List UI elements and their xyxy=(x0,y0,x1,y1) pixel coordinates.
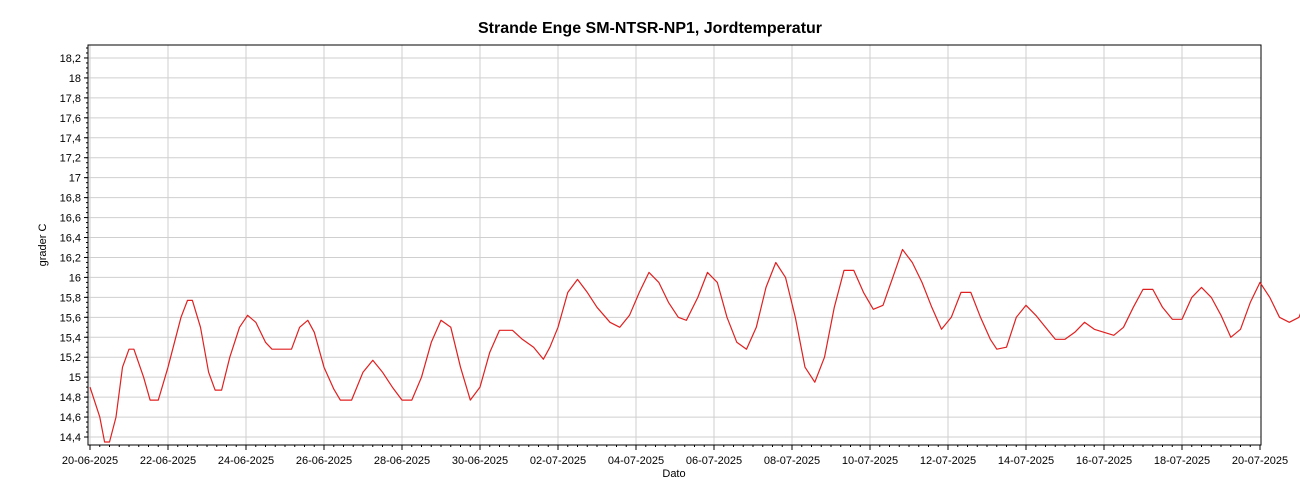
x-tick-label: 10-07-2025 xyxy=(842,455,898,467)
x-tick-label: 20-07-2025 xyxy=(1232,455,1288,467)
y-tick-label: 15,6 xyxy=(60,312,81,324)
y-tick-label: 15,8 xyxy=(60,292,81,304)
x-tick-label: 02-07-2025 xyxy=(530,455,586,467)
y-tick-label: 15,4 xyxy=(60,332,81,344)
y-tick-label: 14,6 xyxy=(60,412,81,424)
chart-title: Strande Enge SM-NTSR-NP1, Jordtemperatur xyxy=(477,20,823,37)
x-tick-label: 24-06-2025 xyxy=(218,455,274,467)
y-axis-title: grader C xyxy=(37,224,49,267)
y-tick-label: 16,4 xyxy=(60,233,81,245)
y-tick-label: 15,2 xyxy=(60,352,81,364)
y-tick-label: 16 xyxy=(69,272,81,284)
x-tick-label: 26-06-2025 xyxy=(296,455,352,467)
series-layer xyxy=(89,248,1300,443)
x-tick-label: 30-06-2025 xyxy=(452,455,508,467)
y-tick-label: 18,2 xyxy=(60,53,81,65)
grid-layer xyxy=(88,45,1261,445)
x-tick-label: 18-07-2025 xyxy=(1154,455,1210,467)
x-tick-label: 22-06-2025 xyxy=(140,455,196,467)
x-tick-label: 06-07-2025 xyxy=(686,455,742,467)
y-tick-label: 17 xyxy=(69,173,81,185)
x-tick-label: 20-06-2025 xyxy=(62,455,118,467)
y-tick-label: 18 xyxy=(69,73,81,85)
y-tick-label: 16,8 xyxy=(60,193,81,205)
y-tick-label: 17,8 xyxy=(60,93,81,105)
y-tick-label: 16,2 xyxy=(60,252,81,264)
y-tick-label: 17,6 xyxy=(60,113,81,125)
x-tick-label: 08-07-2025 xyxy=(764,455,820,467)
y-tick-label: 16,6 xyxy=(60,213,81,225)
x-tick-label: 16-07-2025 xyxy=(1076,455,1132,467)
y-tick-label: 17,4 xyxy=(60,133,81,145)
y-tick-label: 14,4 xyxy=(60,432,81,444)
plot-background xyxy=(88,45,1261,445)
temperature-series-line xyxy=(89,248,1300,443)
x-axis-title: Dato xyxy=(662,468,685,480)
y-tick-label: 17,2 xyxy=(60,153,81,165)
x-tick-label: 28-06-2025 xyxy=(374,455,430,467)
x-tick-label: 14-07-2025 xyxy=(998,455,1054,467)
x-tick-label: 12-07-2025 xyxy=(920,455,976,467)
y-tick-label: 14,8 xyxy=(60,392,81,404)
ticks-layer: 14,4 14,6 14,8 15 15,2 15,4 15,6 15,8 16 16,2 16,4… xyxy=(60,47,1288,467)
y-tick-label: 15 xyxy=(69,372,81,384)
x-tick-label: 04-07-2025 xyxy=(608,455,664,467)
